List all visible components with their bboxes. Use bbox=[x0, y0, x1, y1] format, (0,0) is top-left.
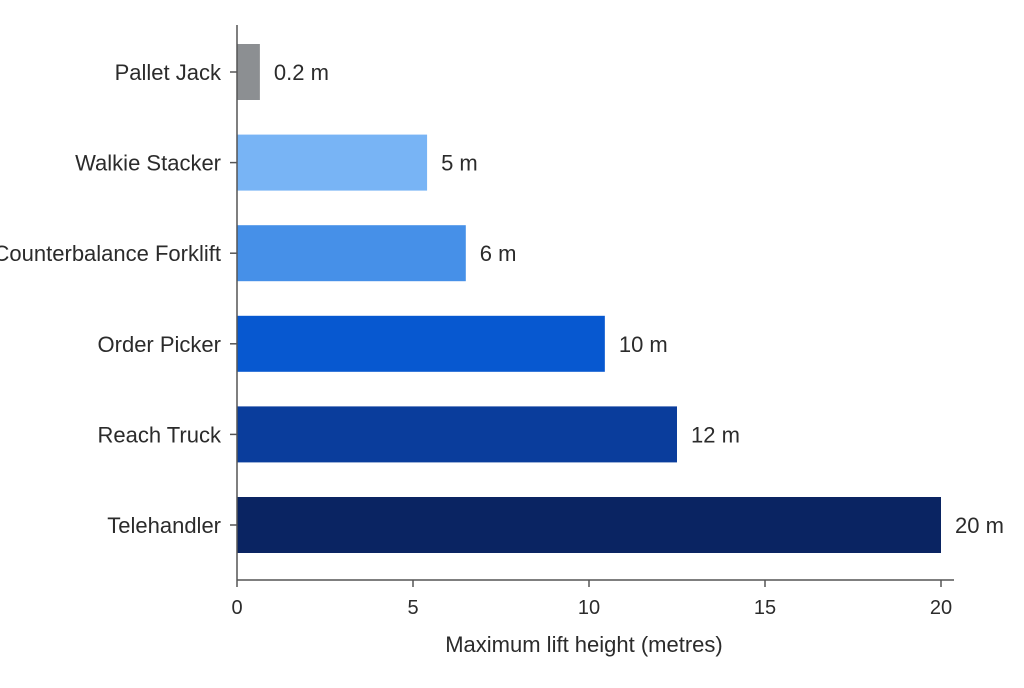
bar-walkie-stacker bbox=[237, 134, 428, 191]
ticks-layer: Pallet Jack 0.2 m Walkie Stacker 5 m Counter… bbox=[0, 60, 1004, 619]
x-tick-label-0: 0 bbox=[231, 597, 242, 619]
category-label-reach-truck: Reach Truck bbox=[98, 422, 222, 447]
bars-layer bbox=[237, 44, 941, 553]
bar-counterbalance-forklift bbox=[237, 225, 466, 282]
value-label-order-picker: 10 m bbox=[619, 332, 668, 357]
category-label-walkie-stacker: Walkie Stacker bbox=[75, 151, 221, 176]
category-label-pallet-jack: Pallet Jack bbox=[115, 60, 222, 85]
category-label-telehandler: Telehandler bbox=[107, 513, 221, 538]
x-axis-title: Maximum lift height (metres) bbox=[445, 632, 723, 657]
bar-order-picker bbox=[237, 315, 605, 372]
bar-pallet-jack bbox=[237, 44, 260, 100]
bar-reach-truck bbox=[237, 406, 677, 463]
bar-telehandler bbox=[237, 497, 941, 553]
x-tick-label-10: 10 bbox=[578, 597, 600, 619]
value-label-reach-truck: 12 m bbox=[691, 422, 740, 447]
category-label-counterbalance-forklift: Counterbalance Forklift bbox=[0, 241, 221, 266]
value-label-pallet-jack: 0.2 m bbox=[274, 60, 329, 85]
category-label-order-picker: Order Picker bbox=[98, 332, 221, 357]
x-tick-label-15: 15 bbox=[754, 597, 776, 619]
x-tick-label-20: 20 bbox=[930, 597, 952, 619]
value-label-telehandler: 20 m bbox=[955, 513, 1004, 538]
value-label-counterbalance-forklift: 6 m bbox=[480, 241, 517, 266]
axis-layer bbox=[236, 25, 954, 581]
x-tick-label-5: 5 bbox=[407, 597, 418, 619]
value-label-walkie-stacker: 5 m bbox=[441, 151, 478, 176]
